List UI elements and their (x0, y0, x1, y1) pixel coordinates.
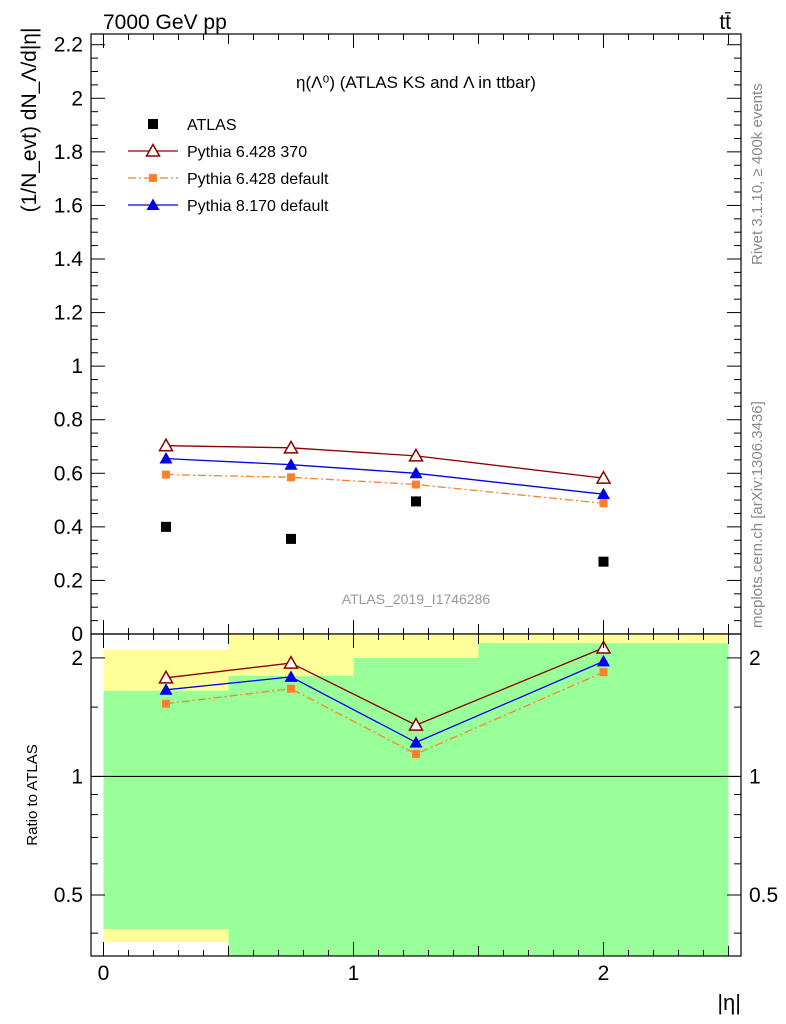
ratio-y-tick-label: 0.5 (54, 884, 83, 907)
data-point-atlas (161, 521, 171, 532)
ratio-y-axis-label: Ratio to ATLAS (24, 744, 41, 845)
legend-marker-pythia-6-428-370 (145, 142, 161, 157)
plot-title: η(Λ⁰) (ATLAS KS and Λ in ttbar) (296, 73, 536, 92)
main-y-axis-label: (1/N_evt) dN_Λ/d|η| (18, 28, 41, 213)
data-point-pythia-8-170-default (409, 466, 423, 479)
uncertainty-band-green (228, 675, 354, 956)
main-y-tick-label: 2 (71, 87, 83, 110)
main-y-tick-label: 1.2 (54, 302, 83, 325)
ratio-y-right-tick-label: 1 (749, 765, 761, 788)
legend-marker-pythia-6-428-default (149, 174, 157, 182)
header-right: tt̄ (719, 11, 731, 34)
series-line-pythia-6-428-default (165, 473, 604, 504)
uncertainty-band-green (478, 643, 729, 956)
legend-label-atlas: ATLAS (187, 117, 237, 134)
main-y-tick-label: 1 (71, 355, 83, 378)
main-plot: 0 0.2 0.4 0.6 0.8 1 1.2 1.4 1.6 1.8 2 2.2 η(Λ⁰) (AT… (18, 28, 742, 646)
main-y-tick-label: 0 (71, 623, 83, 646)
ratio-plot-frame (90, 633, 742, 957)
legend-label-pythia-6-428-default: Pythia 6.428 default (187, 171, 329, 188)
ratio-point-pythia-8-170-default (597, 654, 610, 667)
data-point-pythia-6-428-default (162, 470, 170, 479)
data-point-pythia-8-170-default (284, 458, 298, 470)
data-point-pythia-6-428-default (599, 499, 608, 508)
uncertainty-band-green (353, 657, 479, 956)
data-point-pythia-8-170-default (159, 452, 173, 464)
main-y-tick-label: 0.2 (54, 569, 83, 592)
ratio-plot: 0.5 1 2 0.5 1 2 0 1 2 Ratio to ATLAS |η| (24, 633, 778, 1015)
ratio-point-pythia-8-170-default (409, 735, 423, 748)
ratio-point-pythia-8-170-default (284, 670, 298, 682)
uncertainty-band-green (103, 690, 229, 929)
data-point-pythia-6-428-default (412, 480, 420, 489)
ratio-point-pythia-6-428-default (599, 668, 608, 677)
ratio-point-pythia-6-428-default (162, 699, 170, 708)
ratio-y-tick-label: 2 (71, 647, 83, 670)
main-y-tick-label: 1.8 (54, 141, 83, 164)
data-point-pythia-6-428-370 (158, 437, 174, 452)
data-point-pythia-6-428-370 (595, 470, 612, 484)
main-y-tick-label: 2.2 (54, 34, 83, 57)
ratio-point-pythia-6-428-370 (283, 655, 299, 669)
x-axis-label: |η| (717, 990, 741, 1015)
x-tick-label: 0 (98, 962, 110, 985)
ratio-line-pythia-6-428-default (165, 671, 604, 755)
legend: ATLAS Pythia 6.428 370 Pythia 6.428 defaul… (128, 117, 329, 215)
data-point-pythia-6-428-370 (283, 439, 299, 454)
ratio-point-pythia-6-428-370 (158, 669, 174, 684)
ratio-y-right-tick-label: 2 (749, 647, 761, 670)
ratio-point-pythia-6-428-default (287, 684, 295, 693)
data-point-pythia-6-428-default (287, 473, 295, 482)
x-tick-label: 1 (348, 962, 360, 985)
main-y-tick-label: 1.6 (54, 194, 83, 217)
legend-label-pythia-8-170-default: Pythia 8.170 default (187, 198, 329, 215)
ratio-point-pythia-6-428-370 (408, 717, 424, 731)
data-point-atlas (598, 556, 609, 567)
data-point-pythia-6-428-370 (408, 447, 424, 462)
legend-marker-atlas (148, 119, 158, 129)
source-text: mcplots.cern.ch [arXiv:1306.3436] (749, 401, 766, 628)
series-line-pythia-8-170-default (165, 457, 604, 495)
main-y-tick-label: 1.4 (54, 248, 84, 271)
main-y-tick-label: 0.8 (54, 409, 83, 432)
ratio-y-right-tick-label: 0.5 (749, 884, 778, 907)
data-point-atlas (286, 533, 296, 544)
main-y-tick-label: 0.6 (54, 462, 83, 485)
ratio-point-pythia-6-428-default (412, 750, 420, 759)
data-point-pythia-8-170-default (597, 487, 610, 500)
legend-label-pythia-6-428-370: Pythia 6.428 370 (187, 144, 307, 161)
main-y-tick-label: 0.4 (54, 516, 84, 539)
header-left: 7000 GeV pp (103, 11, 227, 34)
legend-marker-pythia-8-170-default (146, 198, 160, 210)
ratio-line-pythia-8-170-default (165, 660, 604, 744)
data-point-atlas (411, 496, 421, 507)
rivet-version-text: Rivet 3.1.10, ≥ 400k events (749, 83, 766, 265)
analysis-label: ATLAS_2019_I1746286 (342, 591, 491, 607)
ratio-point-pythia-8-170-default (159, 683, 173, 695)
ratio-y-tick-label: 1 (71, 765, 83, 788)
x-tick-label: 2 (598, 962, 610, 985)
series-line-pythia-6-428-370 (165, 445, 604, 479)
ratio-line-pythia-6-428-370 (165, 647, 604, 726)
